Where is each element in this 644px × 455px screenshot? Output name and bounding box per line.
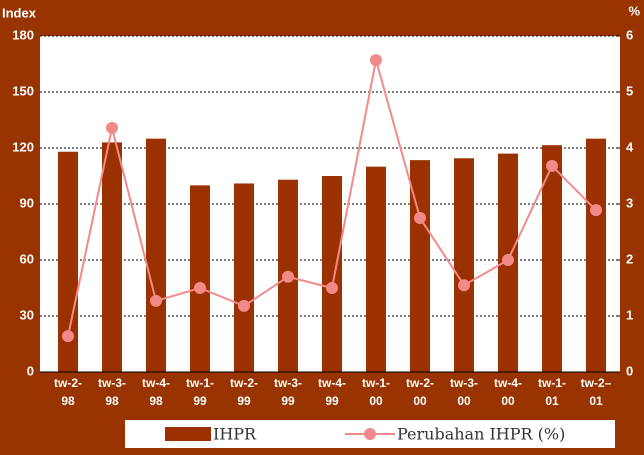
y2-tick-label: 0 <box>626 363 633 378</box>
x-tick-label: tw-2- <box>54 376 82 390</box>
x-tick-label: 99 <box>281 394 295 408</box>
y2-axis-label: % <box>628 3 640 18</box>
x-tick-label: tw-2– <box>581 376 612 390</box>
y-tick-label: 180 <box>12 27 34 42</box>
bar <box>234 183 254 372</box>
line-marker <box>414 212 426 224</box>
x-tick-label: tw-1- <box>538 376 566 390</box>
bar <box>366 166 386 372</box>
line-marker <box>106 121 118 134</box>
y2-tick-label: 6 <box>626 27 633 42</box>
line-marker <box>62 330 74 343</box>
line-marker <box>238 299 250 312</box>
y-axis-label: Index <box>2 5 37 20</box>
x-tick-label: tw-4- <box>494 376 522 390</box>
legend-label: Perubahan IHPR (%) <box>397 425 565 444</box>
bar <box>190 185 210 372</box>
x-tick-label: tw-3- <box>274 376 302 390</box>
y-tick-label: 0 <box>27 363 34 378</box>
y2-tick-label: 2 <box>626 251 633 266</box>
line-marker <box>458 279 470 292</box>
x-tick-label: 01 <box>589 394 603 408</box>
line-marker <box>590 204 602 217</box>
x-tick-label: tw-1- <box>186 376 214 390</box>
x-tick-label: tw-3- <box>98 376 126 390</box>
line-marker <box>370 54 382 67</box>
line-marker <box>150 294 162 307</box>
bar <box>542 145 562 372</box>
y-tick-label: 90 <box>20 195 34 210</box>
bar <box>322 176 342 372</box>
y-tick-label: 120 <box>12 139 34 154</box>
x-tick-label: 99 <box>325 394 339 408</box>
x-tick-label: 00 <box>369 394 383 408</box>
y2-tick-label: 3 <box>626 195 633 210</box>
bar <box>586 138 606 372</box>
x-tick-label: 99 <box>237 394 251 408</box>
y-tick-label: 60 <box>20 251 34 266</box>
x-tick-label: tw-4- <box>142 376 170 390</box>
x-tick-label: tw-3- <box>450 376 478 390</box>
line-marker <box>282 270 294 283</box>
x-tick-label: 99 <box>193 394 207 408</box>
x-tick-label: tw-1- <box>362 376 390 390</box>
bar <box>454 158 474 372</box>
y2-tick-label: 4 <box>626 139 634 154</box>
x-tick-label: 98 <box>61 394 75 408</box>
x-tick-label: tw-2- <box>230 376 258 390</box>
x-tick-label: 98 <box>149 394 163 408</box>
x-tick-label: 00 <box>457 394 471 408</box>
bar <box>146 138 166 372</box>
y2-tick-label: 5 <box>626 83 633 98</box>
line-marker <box>194 282 206 294</box>
x-tick-label: 00 <box>501 394 515 408</box>
legend-label: IHPR <box>213 425 257 444</box>
legend-swatch <box>165 427 211 441</box>
bar <box>102 142 122 372</box>
x-tick-label: 00 <box>413 394 427 408</box>
line-marker <box>546 159 558 172</box>
x-tick-label: 98 <box>105 394 119 408</box>
y-tick-label: 30 <box>20 307 34 322</box>
x-tick-label: tw-2- <box>406 376 434 390</box>
legend-swatch <box>364 428 376 440</box>
x-tick-label: tw-4- <box>318 376 346 390</box>
line-marker <box>326 282 338 294</box>
y-tick-label: 150 <box>12 83 34 98</box>
y2-tick-label: 1 <box>626 307 633 322</box>
bar <box>410 160 430 372</box>
line-marker <box>502 254 514 266</box>
x-tick-label: 01 <box>545 394 559 408</box>
